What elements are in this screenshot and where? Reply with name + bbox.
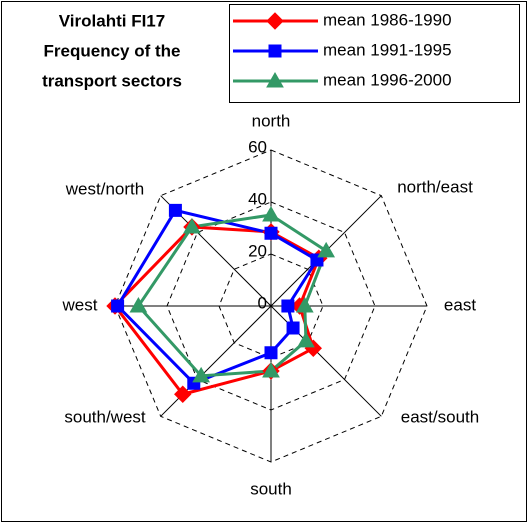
marker (266, 12, 284, 30)
legend-label: mean 1996-2000 (323, 70, 452, 89)
marker (168, 203, 182, 217)
marker (268, 44, 282, 58)
marker (281, 299, 295, 313)
marker (192, 366, 210, 383)
tick-label: 40 (248, 189, 267, 208)
marker (297, 331, 315, 348)
chart-title: Virolahti FI17 (59, 11, 165, 30)
marker (262, 205, 280, 222)
marker (174, 385, 192, 403)
tick-label: 0 (258, 293, 267, 312)
marker (264, 346, 278, 360)
grid-ring (166, 201, 376, 411)
category-label: east/south (401, 407, 479, 426)
category-label: north (252, 111, 291, 130)
legend-label: mean 1986-1990 (323, 10, 452, 29)
marker (295, 296, 314, 313)
marker (286, 321, 300, 335)
tick-label: 60 (248, 137, 267, 156)
category-label: south (250, 479, 292, 498)
chart-title: transport sectors (42, 71, 182, 90)
marker (111, 299, 125, 313)
grid-ring (114, 149, 428, 463)
category-label: west/north (65, 179, 144, 198)
marker (183, 217, 201, 234)
category-label: north/east (397, 177, 473, 196)
category-label: south/west (64, 407, 146, 426)
category-label: east (444, 295, 476, 314)
grid-ring (218, 253, 324, 359)
marker (264, 226, 278, 240)
legend-label: mean 1991-1995 (323, 40, 452, 59)
marker (317, 241, 336, 258)
marker (129, 296, 148, 313)
marker (266, 71, 284, 88)
chart-title: Frequency of the (44, 41, 181, 60)
marker (262, 361, 280, 378)
category-label: west (62, 295, 98, 314)
tick-label: 20 (248, 241, 267, 260)
